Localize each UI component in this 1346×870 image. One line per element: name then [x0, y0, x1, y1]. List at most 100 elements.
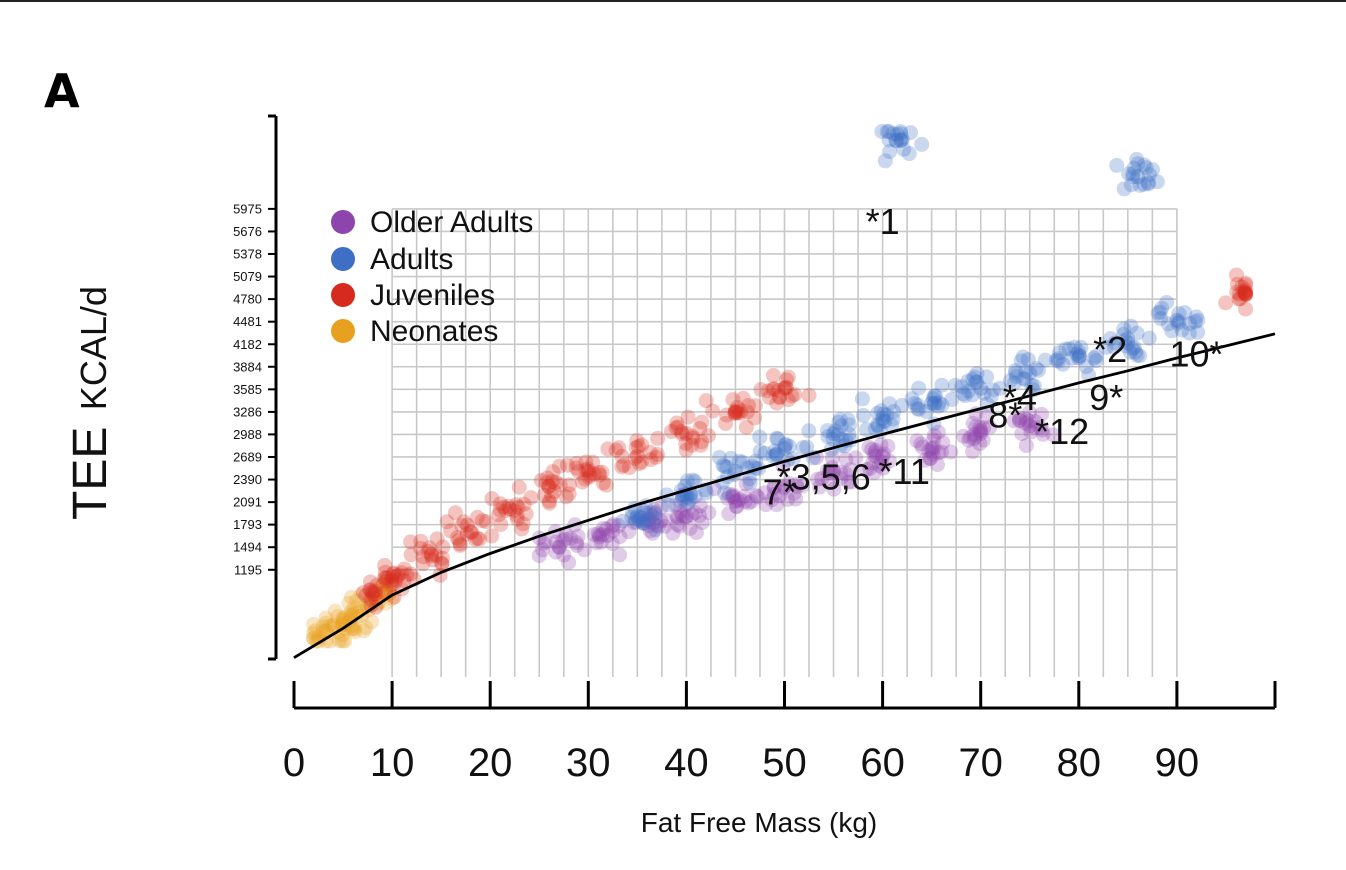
data-point — [909, 397, 925, 413]
data-point — [452, 536, 468, 552]
data-point — [921, 443, 937, 459]
data-point — [854, 391, 870, 407]
data-point — [1169, 312, 1185, 328]
data-point — [826, 463, 842, 479]
data-point — [848, 450, 864, 466]
data-point — [757, 445, 773, 461]
data-point — [536, 487, 552, 503]
data-point — [600, 527, 616, 543]
x-tick-label: 30 — [566, 741, 611, 785]
data-point — [403, 534, 419, 550]
data-point — [1171, 314, 1187, 330]
data-point — [1164, 323, 1180, 339]
data-point — [561, 477, 577, 493]
y-axis-label-unit: KCAL/d — [73, 286, 114, 410]
data-point — [342, 612, 358, 628]
data-point — [627, 450, 643, 466]
data-point — [362, 582, 378, 598]
data-point — [966, 427, 982, 443]
data-point — [864, 442, 880, 458]
data-point — [403, 547, 419, 563]
data-point — [589, 535, 605, 551]
data-point — [472, 531, 488, 547]
data-point — [757, 485, 773, 501]
data-point — [451, 532, 467, 548]
data-point — [636, 504, 652, 520]
data-point — [777, 441, 792, 457]
data-point — [926, 388, 942, 404]
data-point — [585, 454, 601, 470]
data-point — [648, 517, 664, 533]
data-point — [888, 133, 904, 149]
data-point — [1024, 377, 1040, 393]
data-point — [819, 463, 835, 479]
x-tick-label: 70 — [958, 741, 1003, 785]
data-point — [914, 136, 930, 152]
data-point — [1008, 365, 1024, 381]
data-point — [1138, 160, 1154, 176]
data-point — [957, 388, 973, 404]
data-point — [769, 497, 785, 513]
data-point — [496, 499, 512, 515]
data-point — [821, 473, 837, 489]
data-point — [469, 509, 485, 525]
data-point — [680, 409, 696, 425]
data-point — [682, 491, 698, 507]
data-point — [732, 492, 748, 508]
data-point — [1145, 162, 1161, 178]
data-point — [574, 474, 590, 490]
data-point — [578, 462, 594, 478]
y-tick-label: 5079 — [233, 269, 262, 284]
data-point — [719, 407, 735, 423]
data-point — [973, 380, 989, 396]
data-point — [669, 415, 685, 431]
data-point — [682, 520, 698, 536]
y-tick-label: 5975 — [233, 201, 262, 216]
data-point — [367, 586, 383, 602]
data-point — [363, 591, 379, 607]
data-point — [413, 540, 429, 556]
data-point — [1012, 412, 1028, 428]
data-point — [876, 446, 892, 462]
data-point — [420, 543, 436, 559]
data-point — [642, 444, 658, 460]
data-point — [452, 537, 468, 553]
data-point — [576, 542, 592, 558]
data-point — [393, 565, 409, 581]
data-point — [629, 448, 645, 464]
data-point — [334, 616, 350, 632]
data-point — [668, 497, 684, 513]
data-point — [787, 387, 803, 403]
data-point — [1078, 359, 1094, 375]
data-point — [826, 481, 842, 497]
x-tick-label: 10 — [370, 741, 415, 785]
data-point — [381, 586, 397, 602]
data-point — [1015, 349, 1031, 365]
data-point — [484, 528, 500, 544]
data-point — [727, 406, 743, 422]
data-point — [838, 466, 854, 482]
data-point — [647, 506, 663, 522]
data-point — [875, 460, 891, 476]
data-point — [687, 505, 703, 521]
data-point — [978, 409, 994, 425]
data-point — [896, 141, 912, 157]
data-point — [926, 432, 942, 448]
data-point — [879, 407, 895, 423]
data-point — [1073, 339, 1089, 355]
data-point — [1033, 406, 1049, 422]
data-point — [885, 411, 901, 427]
data-point — [1149, 174, 1165, 190]
data-point — [732, 453, 748, 469]
data-point — [469, 530, 485, 546]
data-point — [877, 153, 893, 169]
data-point — [931, 395, 947, 411]
data-point — [502, 501, 518, 517]
data-point — [973, 423, 989, 439]
annotation-label: *2 — [1093, 329, 1127, 370]
data-point — [551, 539, 567, 555]
data-point — [1140, 176, 1156, 192]
y-tick-label: 4780 — [233, 292, 262, 307]
data-point — [833, 471, 849, 487]
